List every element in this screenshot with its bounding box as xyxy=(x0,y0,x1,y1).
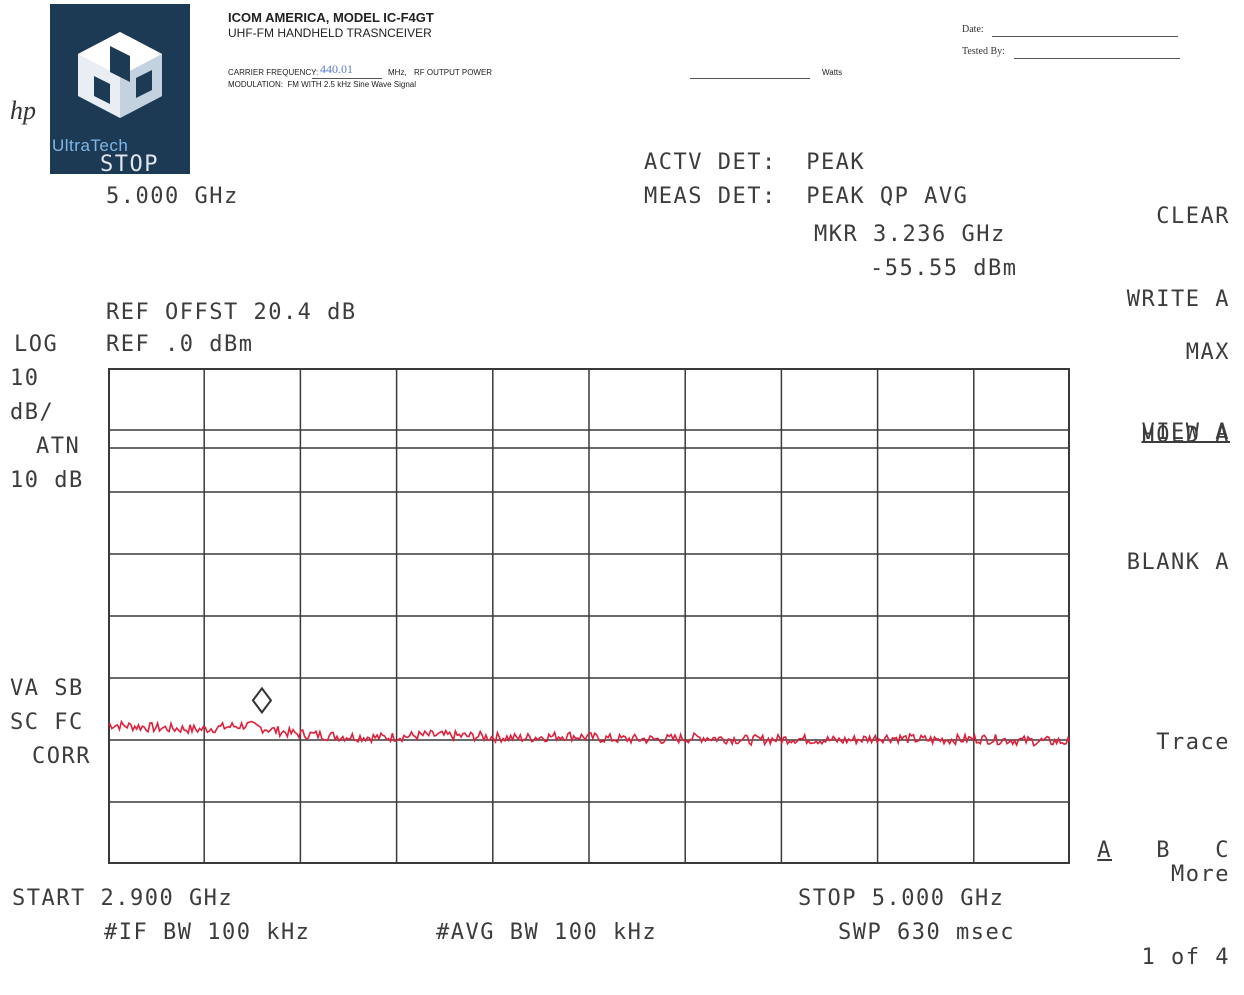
corr-indicator: CORR xyxy=(32,744,91,769)
va-sb-indicator: VA SB xyxy=(10,676,84,701)
modulation-text: MODULATION: FM WITH 2.5 kHz Sine Wave Si… xyxy=(228,80,417,89)
logo-text: UltraTech xyxy=(52,136,129,155)
active-detector: ACTV DET: PEAK xyxy=(644,150,866,175)
date-label: Date: xyxy=(962,24,984,35)
scale-division-unit: dB/ xyxy=(10,400,55,425)
rf-power-unit: Watts xyxy=(822,68,843,77)
marker-diamond-icon xyxy=(251,686,273,715)
tested-by-line xyxy=(1014,58,1180,59)
hp-mark: hp xyxy=(10,96,36,125)
scale-log: LOG xyxy=(14,332,59,357)
start-frequency: START 2.900 GHz xyxy=(12,886,234,911)
carrier-frequency-value: 440.01 xyxy=(320,62,353,76)
avg-bandwidth: #AVG BW 100 kHz xyxy=(436,920,658,945)
marker-level: -55.55 dBm xyxy=(870,256,1018,281)
trace-option-b: B xyxy=(1156,838,1171,863)
rf-power-label: RF OUTPUT POWER xyxy=(414,68,493,77)
reference-level: REF .0 dBm xyxy=(106,332,254,357)
carrier-underline xyxy=(312,78,382,79)
tested-by-label: Tested By: xyxy=(962,46,1005,57)
marker-frequency: MKR 3.236 GHz xyxy=(814,222,1006,247)
trace-a-line xyxy=(108,719,1070,748)
max-hold-line2: HOLD A xyxy=(1141,423,1230,448)
if-bandwidth: #IF BW 100 kHz xyxy=(104,920,311,945)
more-softkey[interactable]: More 1 of 4 xyxy=(1142,812,1230,995)
carrier-frequency-label: CARRIER FREQUENCY: xyxy=(228,68,319,77)
sweep-time: SWP 630 msec xyxy=(838,920,1015,945)
more-line1: More xyxy=(1171,862,1230,887)
view-softkey[interactable]: VIEW A xyxy=(1141,420,1230,445)
stop-label-top: STOP xyxy=(100,152,159,177)
clear-write-line2: WRITE A xyxy=(1126,287,1230,312)
scale-division-value: 10 xyxy=(10,366,40,391)
carrier-unit: MHz, xyxy=(388,68,407,77)
stop-frequency-bottom: STOP 5.000 GHz xyxy=(798,886,1005,911)
trace-option-c: C xyxy=(1215,838,1230,863)
trace-label: Trace xyxy=(1156,730,1230,755)
rf-power-underline xyxy=(690,78,810,79)
attenuation-label: ATN xyxy=(36,434,81,459)
trace-softkey[interactable]: Trace A B C xyxy=(1038,680,1230,913)
logo-mark-icon xyxy=(78,32,162,118)
sc-fc-indicator: SC FC xyxy=(10,710,84,735)
blank-softkey[interactable]: BLANK A xyxy=(1126,550,1230,575)
trace-option-a: A xyxy=(1097,838,1112,863)
measure-detector: MEAS DET: PEAK QP AVG xyxy=(644,184,969,209)
clear-write-softkey[interactable]: CLEAR WRITE A xyxy=(1127,154,1230,337)
stop-frequency-top: 5.000 GHz xyxy=(106,184,239,209)
max-hold-softkey[interactable]: MAX HOLD A xyxy=(1142,290,1230,473)
report-title: ICOM AMERICA, MODEL IC-F4GT xyxy=(228,10,434,25)
ultratech-logo: UltraTech xyxy=(50,4,190,174)
clear-write-line1: CLEAR xyxy=(1156,204,1230,229)
more-line2: 1 of 4 xyxy=(1141,945,1230,970)
spectrum-plot xyxy=(108,368,1070,864)
max-hold-line1: MAX xyxy=(1185,340,1230,365)
report-subtitle: UHF-FM HANDHELD TRASNCEIVER xyxy=(228,26,432,40)
attenuation-value: 10 dB xyxy=(10,468,84,493)
reference-offset: REF OFFST 20.4 dB xyxy=(106,300,357,325)
date-line xyxy=(992,36,1178,37)
